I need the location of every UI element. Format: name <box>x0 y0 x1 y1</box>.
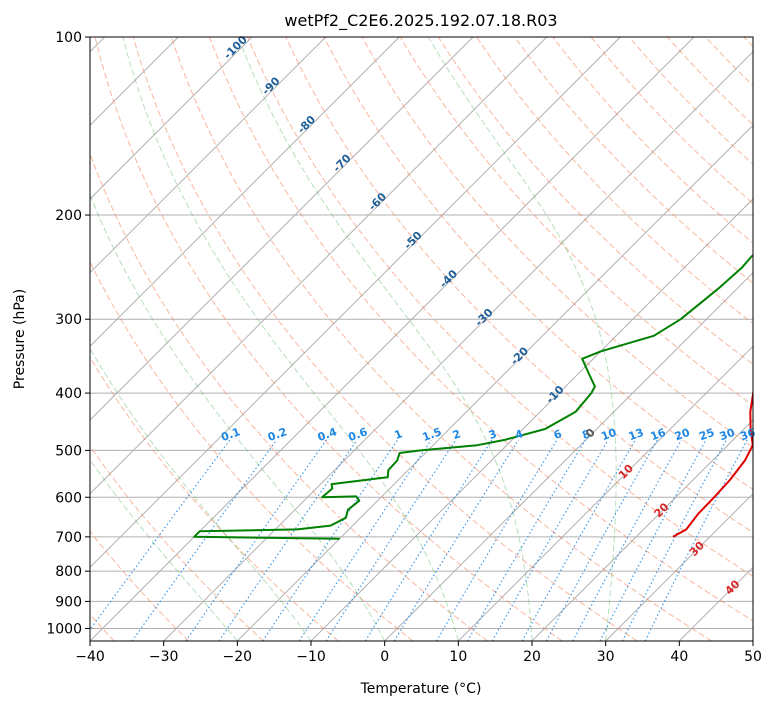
x-tick-label: 30 <box>597 649 615 665</box>
mixing-ratio-label: 4 <box>513 427 525 442</box>
mixing-ratio-label: 25 <box>697 426 716 443</box>
x-tick-label: 40 <box>670 649 688 665</box>
isotherm-0 <box>384 271 753 641</box>
mixing-ratio-line-17 <box>644 439 748 641</box>
mixing-ratio-line-0 <box>90 439 231 631</box>
dewpoint-profile <box>193 254 753 540</box>
isotherm--60 <box>90 37 548 495</box>
isotherm--90 <box>90 37 327 274</box>
temperature-profile <box>672 388 753 538</box>
y-tick-label: 400 <box>55 386 82 402</box>
mixing-ratio-label: 1 <box>393 427 405 442</box>
mixing-ratio-line-7 <box>364 439 493 641</box>
mixing-ratio-label: 0.2 <box>266 425 289 444</box>
y-tick-label: 800 <box>55 564 82 580</box>
mixing-ratio-label: 2 <box>451 427 463 442</box>
isotherm-10 <box>457 345 753 641</box>
mixing-ratio-label: 3 <box>487 427 499 442</box>
dry-adiabat-0 <box>90 260 414 641</box>
plot-frame <box>89 36 754 642</box>
mixing-ratio-line-8 <box>393 439 519 641</box>
x-tick-label: −20 <box>223 649 253 665</box>
moist-adiabat-20 <box>237 37 533 641</box>
mixing-ratio-label: 1.5 <box>421 425 444 444</box>
mixing-ratio-line-2 <box>185 439 327 641</box>
mixing-ratio-line-11 <box>491 439 609 641</box>
x-tick-label: 0 <box>380 649 389 665</box>
isotherm--100 <box>90 37 253 200</box>
x-tick-label: 50 <box>744 649 762 665</box>
dry-adiabat-100 <box>399 37 753 407</box>
mixing-ratio-line-5 <box>298 439 432 641</box>
mixing-ratio-label: 0.1 <box>219 425 242 444</box>
y-tick-label: 900 <box>55 594 82 610</box>
line-annotations: 0.1 0.2 0.4 0.6 1 1.5 2 3 4 6 8 10 13 16 20 25 30 36-100-… <box>219 33 757 598</box>
isotherm--50 <box>90 37 621 569</box>
mixing-ratio-line-4 <box>262 439 399 641</box>
moist-adiabat-30 <box>427 37 617 641</box>
dry-adiabat-110 <box>437 37 753 365</box>
y-tick-label: 1000 <box>46 621 82 637</box>
background-lines <box>90 37 753 641</box>
mixing-ratio-label: 6 <box>552 427 564 442</box>
y-tick-label: 300 <box>55 312 82 328</box>
mixing-ratio-line-9 <box>435 439 558 641</box>
moist-adiabat--10 <box>90 347 312 641</box>
x-axis-label: Temperature (°C) <box>360 681 482 697</box>
mixing-ratio-line-10 <box>466 439 587 641</box>
mixing-ratio-label: 13 <box>627 426 646 443</box>
dry-adiabat-20 <box>94 37 563 641</box>
x-tick-label: −10 <box>296 649 326 665</box>
dry-adiabat-60 <box>247 37 753 577</box>
y-tick-label: 500 <box>55 443 82 459</box>
mixing-ratio-label: 10 <box>599 426 618 444</box>
moist-adiabat-0 <box>90 193 386 641</box>
mixing-ratio-label: 8 <box>580 427 592 442</box>
profile-lines <box>193 254 753 540</box>
dry-adiabat--20 <box>90 445 264 641</box>
mixing-ratio-line-6 <box>325 439 457 641</box>
x-tick-label: −40 <box>75 649 105 665</box>
isotherm--20 <box>236 124 753 641</box>
dry-adiabat-70 <box>285 37 753 534</box>
dry-adiabat-30 <box>132 37 638 641</box>
y-tick-label: 100 <box>55 30 82 46</box>
isotherm-30 <box>605 492 753 641</box>
isotherm--80 <box>90 37 400 348</box>
isotherm--70 <box>90 37 474 421</box>
isotherm-20 <box>531 419 753 641</box>
y-tick-label: 700 <box>55 530 82 546</box>
moist-adiabat--20 <box>90 458 238 641</box>
isotherm--30 <box>163 50 753 641</box>
mixing-ratio-label: 16 <box>649 426 668 444</box>
y-tick-label: 600 <box>55 490 82 506</box>
isotherm--40 <box>90 37 695 641</box>
mixing-ratio-label: 30 <box>718 426 737 444</box>
mixing-ratio-line-3 <box>218 439 358 641</box>
dry-adiabat-10 <box>90 152 488 641</box>
x-tick-label: 10 <box>449 649 467 665</box>
x-tick-label: 20 <box>523 649 541 665</box>
dry-adiabat-50 <box>209 37 753 622</box>
axes: −40 −30 −20 −10 0 10 20 30 40 5010020030040050060… <box>46 30 762 665</box>
moist-adiabat-10 <box>122 37 459 641</box>
dry-adiabat-130 <box>514 37 753 284</box>
y-axis-label: Pressure (hPa) <box>12 289 28 389</box>
mixing-ratio-line-12 <box>521 439 636 641</box>
y-tick-label: 200 <box>55 208 82 224</box>
chart-title: wetPf2_C2E6.2025.192.07.18.R03 <box>284 11 557 31</box>
x-tick-label: −30 <box>149 649 179 665</box>
dry-adiabat-40 <box>170 37 712 641</box>
mixing-ratio-label: 20 <box>673 426 692 444</box>
dry-adiabat--30 <box>90 530 190 641</box>
mixing-ratio-line-13 <box>545 439 658 641</box>
mixing-ratio-label: 0.4 <box>316 425 339 444</box>
mixing-ratio-label: 0.6 <box>347 425 370 444</box>
dry-adiabat--10 <box>90 356 339 641</box>
